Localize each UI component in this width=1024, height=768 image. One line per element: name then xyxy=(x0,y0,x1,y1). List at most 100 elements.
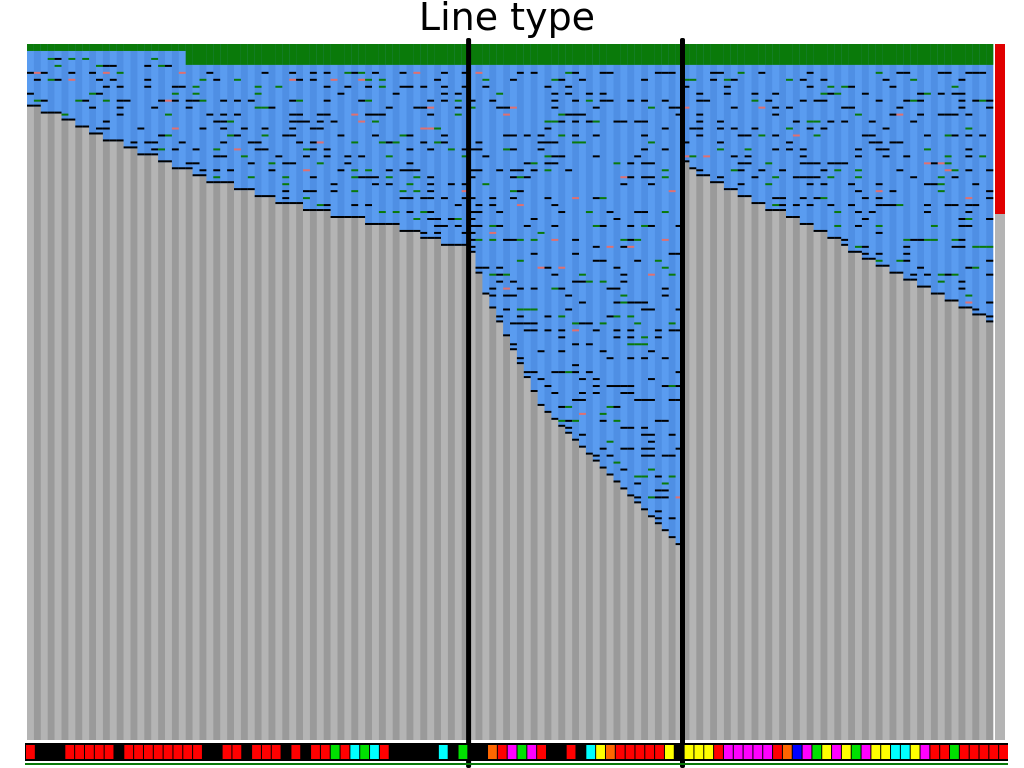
category-cell-49 xyxy=(507,745,517,759)
trace-line-102-9 xyxy=(730,106,738,109)
trace-line-129-32 xyxy=(917,266,925,269)
trace-line-54-21 xyxy=(399,190,407,193)
trace-line-123-26 xyxy=(875,224,883,227)
trace-line-94-65 xyxy=(675,496,683,499)
filled-region-col-87 xyxy=(627,44,635,497)
header-band-col-19 xyxy=(158,44,166,51)
trace-line-75-6 xyxy=(544,85,552,88)
trace-line-85-42 xyxy=(613,336,621,339)
trace-line-131-17 xyxy=(930,162,939,165)
trace-line-79-34 xyxy=(572,280,580,283)
category-cell-14 xyxy=(163,745,173,759)
trace-line-95-16 xyxy=(682,155,690,158)
trace-line-91-67 xyxy=(654,510,663,513)
trace-line-94-10 xyxy=(675,113,683,116)
trace-line-136-12 xyxy=(965,127,973,130)
depth-edge-col-108 xyxy=(772,209,780,212)
trace-line-90-61 xyxy=(648,468,656,471)
trace-line-82-22 xyxy=(592,197,600,200)
empty-region-col-79 xyxy=(572,440,580,740)
trace-line-67-33 xyxy=(489,273,497,276)
filled-region-col-130 xyxy=(924,44,932,288)
trace-line-89-19 xyxy=(641,176,649,179)
empty-region-col-22 xyxy=(178,169,186,740)
filled-region-col-127 xyxy=(903,44,911,281)
trace-line-59-12 xyxy=(434,127,442,130)
trace-line-41-14 xyxy=(309,141,318,144)
depth-edge-col-58 xyxy=(427,236,435,239)
header-band-col-132 xyxy=(937,44,945,65)
filled-region-col-111 xyxy=(792,44,801,218)
trace-line-91-62 xyxy=(654,475,663,478)
empty-region-col-81 xyxy=(585,454,594,740)
depth-edge-col-138 xyxy=(979,313,987,316)
header-band-col-88 xyxy=(634,44,642,65)
trace-line-62-25 xyxy=(454,218,462,220)
empty-region-col-65 xyxy=(475,273,483,740)
category-cell-76 xyxy=(773,745,782,759)
trace-line-76-5 xyxy=(551,78,559,81)
trace-line-55-18 xyxy=(406,169,414,172)
empty-region-col-117 xyxy=(834,238,842,740)
category-cell-98 xyxy=(989,745,999,759)
header-band-col-63 xyxy=(461,44,469,65)
trace-line-13-6 xyxy=(116,85,124,88)
trace-line-63-16 xyxy=(461,155,469,158)
trace-line-94-51 xyxy=(675,398,683,401)
trace-line-78-52 xyxy=(565,405,573,408)
trace-line-68-32 xyxy=(496,266,504,269)
header-band-col-95 xyxy=(682,44,690,65)
trace-line-79-13 xyxy=(572,134,580,137)
trace-line-82-16 xyxy=(592,155,600,158)
trace-line-75-41 xyxy=(544,329,552,332)
trace-line-65-4 xyxy=(475,71,483,74)
category-cell-48 xyxy=(497,745,507,759)
category-cell-85 xyxy=(861,745,871,759)
trace-line-131-28 xyxy=(930,238,939,241)
trace-line-130-13 xyxy=(924,134,932,137)
trace-line-82-13 xyxy=(592,134,600,137)
trace-line-112-17 xyxy=(799,162,807,165)
trace-line-79-40 xyxy=(572,322,580,325)
empty-region-col-42 xyxy=(316,211,324,741)
category-cell-53 xyxy=(546,745,556,759)
trace-line-11-3 xyxy=(102,64,111,67)
trace-line-20-3 xyxy=(165,64,173,67)
trace-line-89-62 xyxy=(641,475,649,478)
empty-region-col-62 xyxy=(454,245,462,740)
trace-line-128-11 xyxy=(910,120,918,123)
trace-line-21-12 xyxy=(171,127,180,130)
trace-line-134-23 xyxy=(951,204,959,207)
trace-line-118-11 xyxy=(841,120,849,123)
trace-line-134-13 xyxy=(951,134,959,137)
header-band-col-112 xyxy=(799,44,807,65)
header-band-col-54 xyxy=(399,44,407,65)
filled-region-col-106 xyxy=(758,44,766,205)
empty-region-col-99 xyxy=(710,183,718,740)
trace-line-89-56 xyxy=(641,433,649,436)
trace-line-138-4 xyxy=(979,71,987,74)
trace-line-115-18 xyxy=(820,169,828,172)
empty-region-col-32 xyxy=(247,190,255,740)
trace-line-136-26 xyxy=(965,224,973,227)
trace-line-93-51 xyxy=(668,398,676,401)
trace-line-136-23 xyxy=(965,204,973,207)
trace-line-35-17 xyxy=(268,162,276,165)
trace-line-73-25 xyxy=(530,218,538,220)
trace-line-68-33 xyxy=(496,273,504,276)
header-band-col-131 xyxy=(930,44,939,65)
trace-line-77-10 xyxy=(558,113,566,116)
trace-line-67-26 xyxy=(489,224,497,227)
header-band-col-11 xyxy=(102,44,111,51)
trace-line-76-8 xyxy=(551,99,559,102)
header-band-col-1 xyxy=(33,44,42,51)
trace-line-30-13 xyxy=(234,134,242,137)
category-cell-65 xyxy=(664,745,674,759)
category-cell-42 xyxy=(438,745,448,759)
trace-line-73-17 xyxy=(530,162,538,165)
trace-line-121-30 xyxy=(861,252,870,255)
trace-line-138-16 xyxy=(979,155,987,158)
trace-line-69-10 xyxy=(503,113,511,116)
trace-line-115-20 xyxy=(820,183,828,186)
category-cell-17 xyxy=(193,745,202,759)
